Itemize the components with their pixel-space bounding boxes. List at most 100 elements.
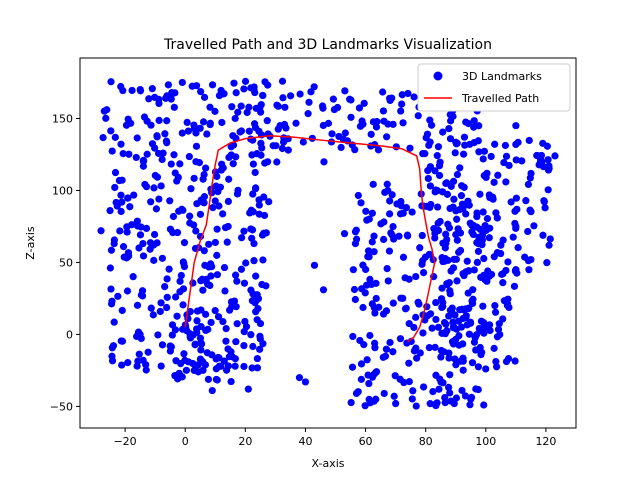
landmark-point <box>340 230 349 238</box>
landmark-point <box>472 331 481 339</box>
landmark-point <box>473 238 481 247</box>
landmark-point <box>230 79 238 87</box>
landmark-point <box>511 357 519 365</box>
landmark-point <box>237 127 246 135</box>
landmark-point <box>146 245 154 253</box>
landmark-point <box>448 304 456 312</box>
landmark-point <box>460 133 469 141</box>
landmark-point <box>380 235 388 244</box>
landmark-point <box>453 139 461 147</box>
landmark-point <box>480 147 489 155</box>
landmark-point <box>116 227 124 235</box>
landmark-point <box>114 292 122 300</box>
landmark-point <box>142 366 150 374</box>
landmark-point <box>502 152 511 160</box>
landmark-point <box>359 303 367 312</box>
landmark-point <box>386 94 394 102</box>
landmark-point <box>445 125 453 133</box>
landmark-point <box>436 375 444 383</box>
landmark-point <box>103 106 111 114</box>
landmark-point <box>510 282 519 290</box>
landmark-point <box>459 150 468 158</box>
landmark-point <box>254 305 262 313</box>
x-tick-label: 40 <box>298 435 312 448</box>
landmark-point <box>352 235 361 243</box>
landmark-point <box>172 293 180 301</box>
landmark-point <box>296 90 304 98</box>
landmark-point <box>405 320 413 328</box>
landmark-point <box>477 317 486 325</box>
landmark-point <box>383 180 391 188</box>
landmark-point <box>183 118 191 127</box>
legend-label-landmarks: 3D Landmarks <box>462 70 542 83</box>
landmark-point <box>476 190 484 198</box>
landmark-point <box>408 395 416 403</box>
landmark-point <box>123 228 131 236</box>
landmark-point <box>139 356 147 364</box>
landmark-point <box>249 190 257 198</box>
landmark-point <box>410 93 418 101</box>
landmark-point <box>135 350 143 358</box>
landmark-point <box>372 395 380 403</box>
landmark-point <box>177 271 185 280</box>
landmark-point <box>194 361 202 369</box>
landmark-point <box>457 192 466 200</box>
landmark-point <box>202 164 210 172</box>
landmark-point <box>205 263 213 271</box>
landmark-point <box>119 86 127 95</box>
landmark-point <box>220 357 228 365</box>
landmark-point <box>166 342 174 350</box>
landmark-point <box>438 303 446 312</box>
landmark-point <box>178 129 186 137</box>
landmark-point <box>524 180 532 189</box>
landmark-point <box>425 250 433 258</box>
landmark-point <box>351 146 359 154</box>
landmark-point <box>527 255 535 264</box>
landmark-point <box>249 342 257 351</box>
landmark-point <box>425 141 433 149</box>
landmark-point <box>161 282 169 291</box>
landmark-point <box>136 330 144 339</box>
landmark-point <box>206 119 214 127</box>
landmark-point <box>206 103 214 111</box>
landmark-point <box>118 337 127 345</box>
landmark-point <box>389 222 397 231</box>
landmark-point <box>464 267 472 275</box>
landmark-point <box>132 153 140 162</box>
landmark-point <box>265 198 273 206</box>
landmark-point <box>545 241 553 249</box>
landmark-point <box>259 91 267 100</box>
landmark-point <box>243 108 251 117</box>
landmark-point <box>538 158 546 166</box>
landmark-point <box>224 197 232 206</box>
landmark-point <box>245 127 253 135</box>
landmark-point <box>525 266 533 274</box>
landmark-point <box>196 210 205 218</box>
landmark-point <box>124 249 133 257</box>
landmark-point <box>196 124 204 132</box>
landmark-point <box>282 124 290 132</box>
landmark-point <box>397 197 405 206</box>
landmark-point <box>419 268 428 277</box>
landmark-point <box>360 99 368 107</box>
landmark-point <box>357 199 365 207</box>
landmark-point <box>146 239 155 247</box>
landmark-point <box>178 78 186 87</box>
landmark-point <box>155 195 163 203</box>
landmark-point <box>403 232 412 240</box>
landmark-point <box>512 194 521 202</box>
landmark-point <box>372 294 380 303</box>
landmark-point <box>369 180 377 188</box>
landmark-point <box>273 158 281 166</box>
landmark-point <box>455 317 463 325</box>
landmark-point <box>432 298 440 307</box>
landmark-point <box>109 342 118 350</box>
landmark-point <box>163 117 171 125</box>
y-tick-label: 50 <box>59 256 73 269</box>
landmark-point <box>406 144 414 152</box>
landmark-point <box>462 312 470 320</box>
landmark-point <box>117 207 125 216</box>
landmark-point <box>416 349 424 357</box>
landmark-point <box>186 334 195 342</box>
landmark-point <box>453 215 461 223</box>
